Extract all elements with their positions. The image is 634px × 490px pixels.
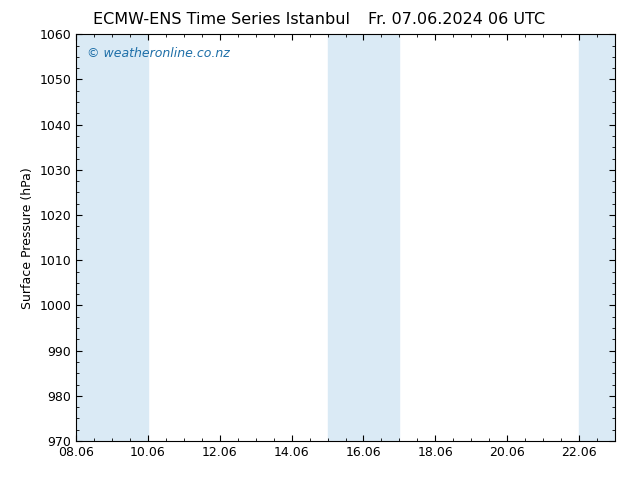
Bar [112,34,148,441]
Text: ECMW-ENS Time Series Istanbul: ECMW-ENS Time Series Istanbul [93,12,351,27]
Bar [579,34,615,441]
Bar [328,34,363,441]
Text: © weatheronline.co.nz: © weatheronline.co.nz [87,47,230,59]
Bar [363,34,399,441]
Bar [76,34,112,441]
Y-axis label: Surface Pressure (hPa): Surface Pressure (hPa) [21,167,34,309]
Text: Fr. 07.06.2024 06 UTC: Fr. 07.06.2024 06 UTC [368,12,545,27]
